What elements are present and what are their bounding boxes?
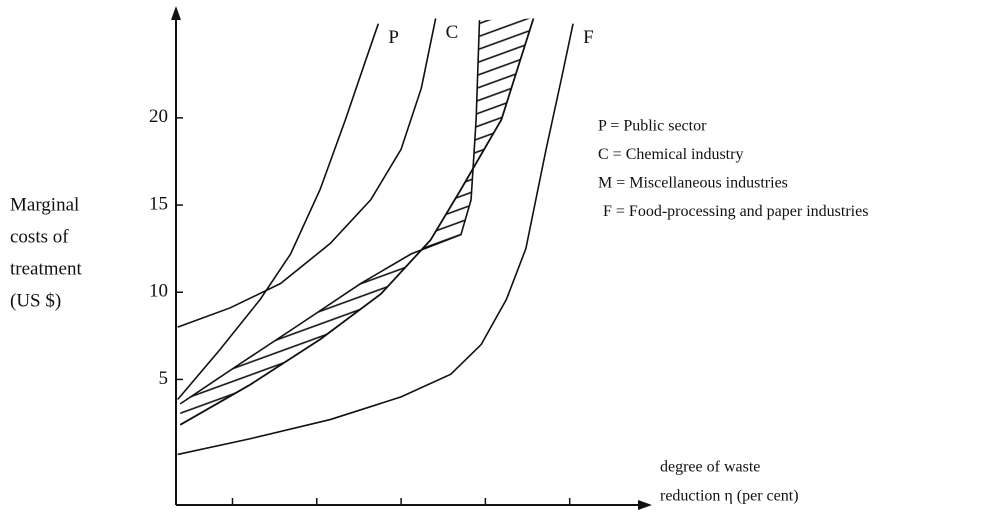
y-axis-arrow (171, 6, 181, 20)
y-axis-label: Marginal (10, 194, 79, 215)
band-lower-curve (179, 18, 535, 426)
x-axis-arrow (638, 500, 652, 510)
y-axis-label: costs of (10, 226, 69, 247)
y-tick-label: 5 (159, 368, 169, 389)
x-axis-label: degree of waste (660, 459, 760, 476)
curve (177, 23, 380, 401)
y-tick-label: 10 (149, 281, 168, 302)
y-axis-label: treatment (10, 258, 82, 279)
legend-entry: F = Food-processing and paper industries (603, 203, 868, 220)
curve-label: C (446, 22, 459, 43)
curve (177, 18, 437, 328)
hatched-band (180, 18, 534, 425)
curve (177, 23, 574, 456)
curve-label: F (583, 27, 594, 48)
legend-entry: P = Public sector (598, 118, 707, 135)
y-tick-label: 15 (149, 193, 168, 214)
legend-entry: M = Miscellaneous industries (598, 175, 788, 192)
y-axis-label: (US $) (10, 290, 61, 311)
curve (179, 20, 481, 405)
x-axis-label: reduction η (per cent) (660, 488, 799, 505)
curve-label: P (388, 27, 399, 48)
legend-entry: C = Chemical industry (598, 146, 743, 163)
y-tick-label: 20 (149, 106, 168, 127)
